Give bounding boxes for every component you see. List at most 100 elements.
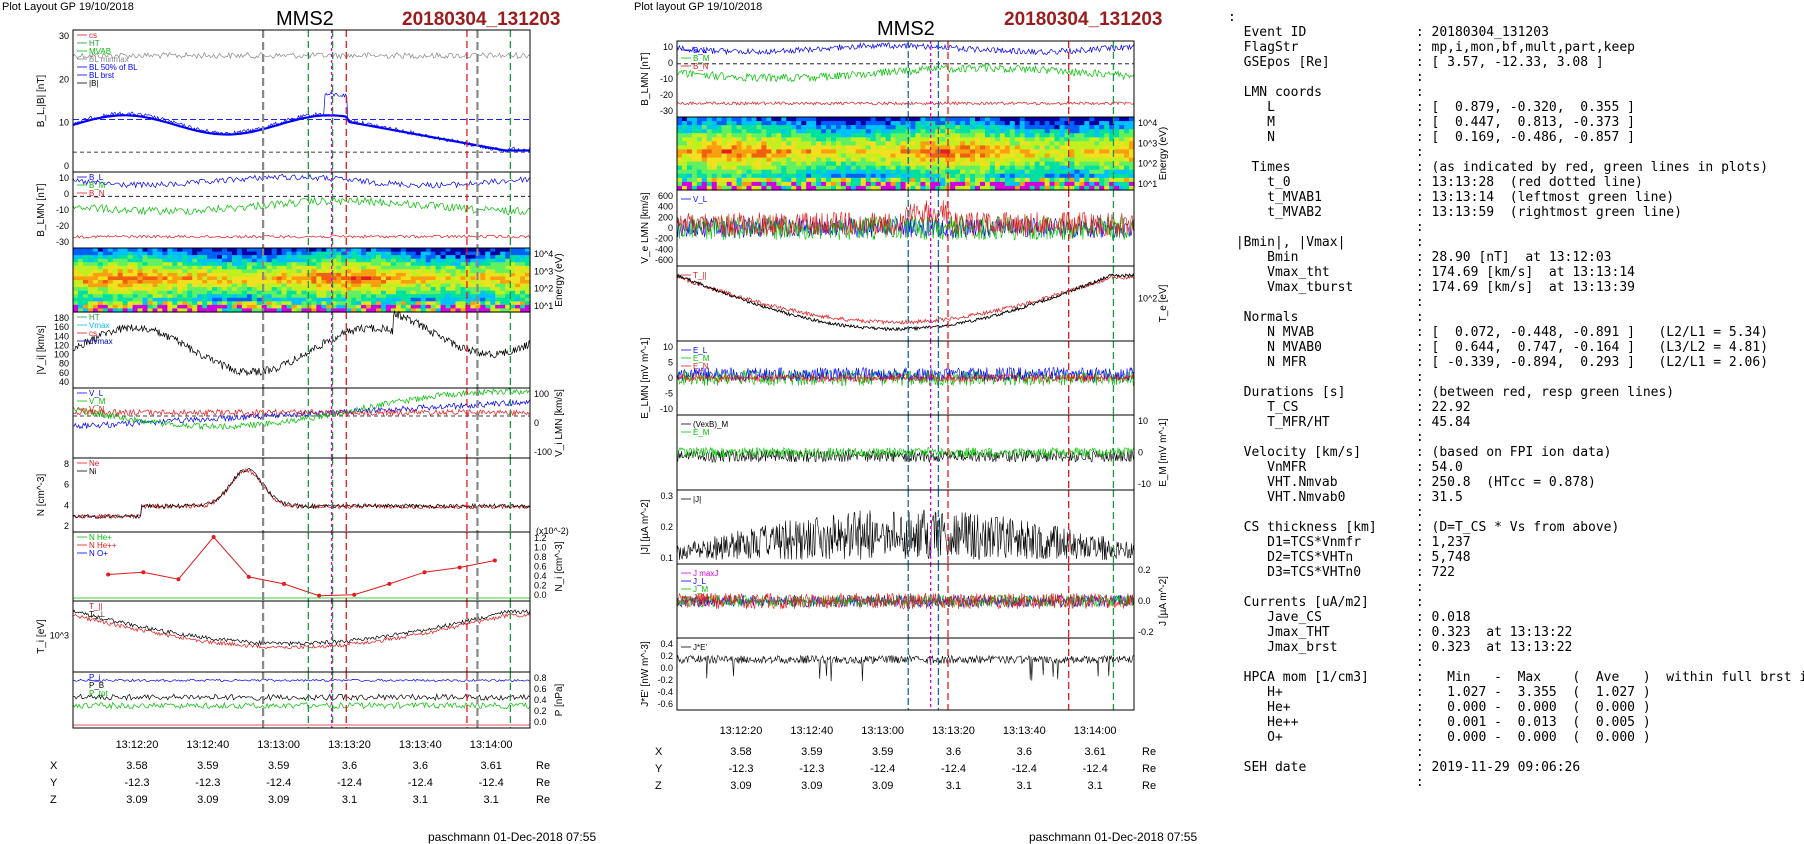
spectrogram-cell bbox=[78, 248, 84, 253]
spectrogram-cell bbox=[860, 149, 867, 155]
spectrogram-cell bbox=[390, 297, 397, 302]
te-perp bbox=[676, 272, 1135, 332]
spectrogram-cell bbox=[251, 276, 258, 281]
spectrogram-cell bbox=[92, 294, 99, 299]
spectrogram-cell bbox=[1004, 117, 1011, 122]
spectrogram-cell bbox=[855, 141, 862, 146]
left-panel-p bbox=[72, 671, 531, 729]
spectrogram-cell bbox=[865, 157, 872, 163]
spectrogram-cell bbox=[970, 153, 976, 159]
spectrogram-cell bbox=[771, 185, 777, 191]
spectrogram-cell bbox=[271, 304, 278, 310]
spectrogram-cell bbox=[127, 272, 134, 278]
spectrogram-cell bbox=[796, 129, 802, 134]
spectrogram-cell bbox=[271, 301, 278, 306]
spectrogram-cell bbox=[989, 137, 996, 142]
spectrogram-cell bbox=[831, 121, 837, 126]
spectrogram-cell bbox=[1094, 145, 1100, 151]
left-header: Plot Layout GP 19/10/2018 bbox=[2, 1, 134, 13]
spectrogram-cell bbox=[510, 255, 516, 260]
spectrogram-cell bbox=[395, 265, 402, 270]
spectrogram-cell bbox=[425, 280, 432, 285]
spectrogram-cell bbox=[301, 269, 308, 274]
spectrogram-cell bbox=[989, 129, 996, 134]
spectrogram-cell bbox=[1049, 117, 1056, 122]
spectrogram-cell bbox=[776, 185, 782, 191]
spectrogram-cell bbox=[246, 248, 253, 253]
spectrogram-cell bbox=[1074, 169, 1080, 175]
spectrogram-cell bbox=[821, 169, 827, 175]
spectrogram-cell bbox=[905, 133, 912, 138]
spectrogram-cell bbox=[761, 177, 767, 183]
spectrogram-cell bbox=[821, 165, 827, 171]
spectrogram-cell bbox=[465, 258, 471, 263]
spectrogram-cell bbox=[87, 269, 94, 274]
spectrogram-cell bbox=[870, 125, 877, 130]
spectrogram-cell bbox=[1114, 153, 1120, 159]
spectrogram-cell bbox=[880, 117, 887, 122]
spectrogram-cell bbox=[371, 304, 377, 310]
spectrogram-cell bbox=[306, 283, 313, 288]
x-tick-label: 13:13:00 bbox=[861, 725, 904, 737]
spectrogram-cell bbox=[281, 297, 288, 302]
spectrogram-cell bbox=[706, 173, 713, 179]
spectrogram-cell bbox=[701, 161, 708, 167]
info-line: O+ : 0.000 - 0.000 ( 0.000 ) bbox=[1228, 730, 1651, 745]
spectrogram-cell bbox=[985, 173, 991, 179]
spectrogram-cell bbox=[751, 161, 758, 167]
spectrogram-cell bbox=[82, 304, 89, 310]
spectrogram-cell bbox=[821, 125, 827, 130]
info-line: Jmax_THT : 0.323 at 13:13:22 bbox=[1228, 625, 1573, 640]
spectrogram-cell bbox=[1089, 181, 1095, 187]
y-axis-label: J*E' [nW m^-3] bbox=[640, 641, 651, 707]
spectrogram-cell bbox=[470, 255, 476, 260]
spectrogram-cell bbox=[470, 297, 476, 302]
y-tick-label: 10^3 bbox=[50, 630, 69, 640]
spectrogram-cell bbox=[266, 308, 273, 313]
spectrogram-cell bbox=[152, 276, 159, 281]
spectrogram-cell bbox=[1119, 181, 1125, 187]
spectrogram-cell bbox=[691, 145, 698, 151]
spectrogram-cell bbox=[266, 265, 273, 270]
spectrogram-cell bbox=[177, 255, 183, 260]
spectrogram-cell bbox=[212, 262, 218, 267]
spectrogram-cell bbox=[485, 265, 491, 270]
spectrogram-cell bbox=[490, 287, 496, 292]
spectrogram-cell bbox=[271, 248, 278, 253]
spectrogram-cell bbox=[970, 157, 976, 163]
spectrogram-cell bbox=[425, 262, 432, 267]
spectrogram-cell bbox=[920, 169, 926, 175]
spectrogram-cell bbox=[182, 290, 188, 295]
spectrogram-cell bbox=[731, 173, 738, 179]
spectrogram-cell bbox=[505, 258, 511, 263]
spectrogram-cell bbox=[801, 177, 807, 183]
spectrogram-cell bbox=[910, 165, 917, 171]
spectrogram-cell bbox=[78, 272, 84, 278]
spectrogram-cell bbox=[127, 280, 134, 285]
spectrogram-cell bbox=[1059, 141, 1066, 146]
spectrogram-cell bbox=[975, 121, 981, 126]
spectrogram-cell bbox=[390, 272, 397, 278]
spectrogram-cell bbox=[1069, 121, 1075, 126]
y-tick-label: 200 bbox=[658, 212, 673, 222]
spectrogram-cell bbox=[78, 294, 84, 299]
spectrogram-cell bbox=[746, 117, 753, 122]
spectrogram-cell bbox=[366, 283, 372, 288]
spectrogram-cell bbox=[691, 177, 698, 183]
spectrogram-cell bbox=[470, 294, 476, 299]
spectrogram-cell bbox=[1039, 177, 1046, 183]
spectrogram-cell bbox=[1064, 133, 1071, 138]
spectrogram-cell bbox=[915, 153, 921, 159]
spectrogram-cell bbox=[771, 149, 777, 155]
spectrogram-cell bbox=[741, 137, 748, 142]
spectrogram-cell bbox=[202, 272, 208, 278]
spectrogram-cell bbox=[455, 272, 462, 278]
spectrogram-cell bbox=[271, 294, 278, 299]
spectrogram-cell bbox=[147, 301, 154, 306]
spectrogram-cell bbox=[276, 294, 283, 299]
spectrogram-cell bbox=[192, 283, 198, 288]
spectrogram-cell bbox=[801, 141, 807, 146]
spectrogram-cell bbox=[1069, 153, 1075, 159]
spectrogram-cell bbox=[505, 294, 511, 299]
spectrogram-cell bbox=[425, 304, 432, 310]
